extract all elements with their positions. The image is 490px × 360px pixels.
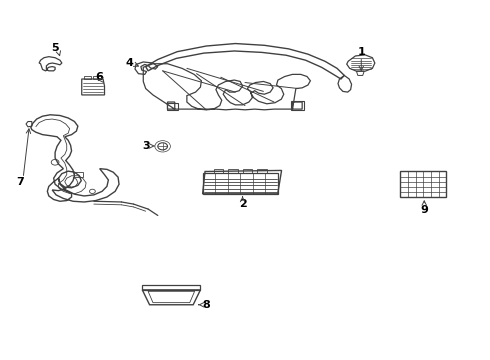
Text: 5: 5 bbox=[51, 43, 59, 53]
Text: 7: 7 bbox=[16, 177, 24, 187]
Text: 3: 3 bbox=[142, 141, 149, 151]
Text: 9: 9 bbox=[420, 205, 428, 215]
Text: 4: 4 bbox=[126, 58, 134, 68]
Text: 1: 1 bbox=[357, 47, 365, 57]
Text: 8: 8 bbox=[202, 300, 210, 310]
Text: 2: 2 bbox=[239, 199, 246, 209]
Text: 6: 6 bbox=[95, 72, 102, 81]
